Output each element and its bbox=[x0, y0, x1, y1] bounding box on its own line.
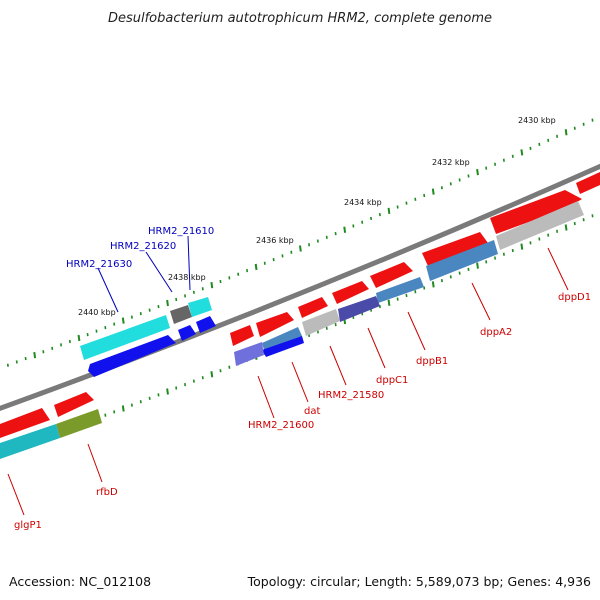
gene-feature[interactable] bbox=[422, 232, 488, 266]
label-leaders bbox=[7, 235, 569, 516]
genome-backbone bbox=[0, 163, 600, 412]
tick-mark bbox=[431, 188, 435, 195]
gene-label-dppb1[interactable]: dppB1 bbox=[416, 356, 448, 367]
scale-label-2434: 2434 kbp bbox=[344, 198, 382, 207]
tick-mark bbox=[121, 317, 125, 324]
scale-label-2440: 2440 kbp bbox=[78, 308, 116, 317]
gene-label-hrm2-21630[interactable]: HRM2_21630 bbox=[66, 259, 132, 270]
gene-label-glgp1[interactable]: glgP1 bbox=[14, 520, 42, 531]
tick-mark bbox=[254, 263, 258, 271]
gene-feature[interactable] bbox=[0, 408, 50, 438]
tick-mark bbox=[33, 352, 37, 359]
tick-mark bbox=[520, 149, 524, 156]
gene-feature[interactable] bbox=[376, 277, 424, 303]
gene-feature[interactable] bbox=[54, 392, 94, 417]
scale-ticks-outer bbox=[6, 118, 594, 367]
gene-feature[interactable] bbox=[178, 325, 196, 341]
gene-feature[interactable] bbox=[256, 312, 294, 337]
tick-mark bbox=[299, 245, 302, 252]
gene-label-dppa2[interactable]: dppA2 bbox=[480, 327, 512, 338]
gene-feature[interactable] bbox=[170, 305, 192, 324]
gene-feature[interactable] bbox=[370, 262, 413, 288]
tick-mark bbox=[77, 334, 81, 342]
tick-mark bbox=[121, 405, 125, 412]
scale-label-2430: 2430 kbp bbox=[518, 116, 556, 125]
scale-label-2432: 2432 kbp bbox=[432, 158, 470, 167]
tick-mark bbox=[476, 262, 479, 269]
gene-feature[interactable] bbox=[576, 172, 600, 194]
gene-feature[interactable] bbox=[302, 309, 340, 336]
tick-mark bbox=[387, 207, 391, 214]
scale-label-2436: 2436 kbp bbox=[256, 236, 294, 245]
gene-label-hrm2-21600[interactable]: HRM2_21600 bbox=[248, 420, 314, 431]
gene-label-dppc1[interactable]: dppC1 bbox=[376, 375, 408, 386]
tick-mark bbox=[210, 371, 214, 378]
tick-mark bbox=[387, 299, 391, 306]
gene-feature[interactable] bbox=[496, 201, 584, 250]
gene-label-hrm2-21620[interactable]: HRM2_21620 bbox=[110, 241, 176, 252]
genome-summary-text: Topology: circular; Length: 5,589,073 bp… bbox=[247, 574, 591, 589]
gene-feature[interactable] bbox=[234, 342, 264, 366]
gene-feature[interactable] bbox=[0, 424, 60, 459]
gene-feature[interactable] bbox=[426, 240, 498, 281]
gene-feature[interactable] bbox=[56, 409, 102, 438]
tick-mark bbox=[343, 226, 347, 233]
gene-label-rfbd[interactable]: rfbD bbox=[96, 487, 118, 498]
gene-group-forward-lower bbox=[0, 201, 584, 459]
scale-label-2438: 2438 kbp bbox=[168, 273, 206, 282]
gene-feature[interactable] bbox=[196, 316, 216, 333]
map-title: Desulfobacterium autotrophicum HRM2, com… bbox=[108, 11, 492, 26]
gene-label-hrm2-21580[interactable]: HRM2_21580 bbox=[318, 390, 384, 401]
gene-group-forward bbox=[0, 172, 600, 438]
gene-label-hrm2-21610[interactable]: HRM2_21610 bbox=[148, 226, 214, 237]
gene-feature[interactable] bbox=[338, 296, 380, 322]
gene-label-dat[interactable]: dat bbox=[304, 406, 320, 417]
tick-mark bbox=[431, 281, 435, 288]
tick-mark bbox=[166, 299, 169, 307]
gene-label-dppd1[interactable]: dppD1 bbox=[558, 292, 591, 303]
gene-feature[interactable] bbox=[262, 336, 304, 357]
tick-mark bbox=[564, 129, 568, 136]
gene-feature[interactable] bbox=[262, 327, 302, 350]
gene-feature[interactable] bbox=[80, 315, 170, 360]
gene-feature[interactable] bbox=[298, 297, 328, 318]
gene-group-reverse bbox=[80, 297, 216, 377]
tick-mark bbox=[520, 243, 524, 250]
gene-feature[interactable] bbox=[188, 297, 212, 317]
gene-feature[interactable] bbox=[230, 325, 254, 346]
gene-feature[interactable] bbox=[88, 335, 176, 377]
tick-mark bbox=[210, 281, 214, 289]
tick-mark bbox=[166, 388, 169, 395]
tick-mark bbox=[476, 168, 479, 176]
gene-feature[interactable] bbox=[490, 190, 582, 234]
tick-mark bbox=[564, 224, 568, 231]
gene-feature[interactable] bbox=[332, 281, 369, 304]
accession-text: Accession: NC_012108 bbox=[9, 574, 151, 589]
